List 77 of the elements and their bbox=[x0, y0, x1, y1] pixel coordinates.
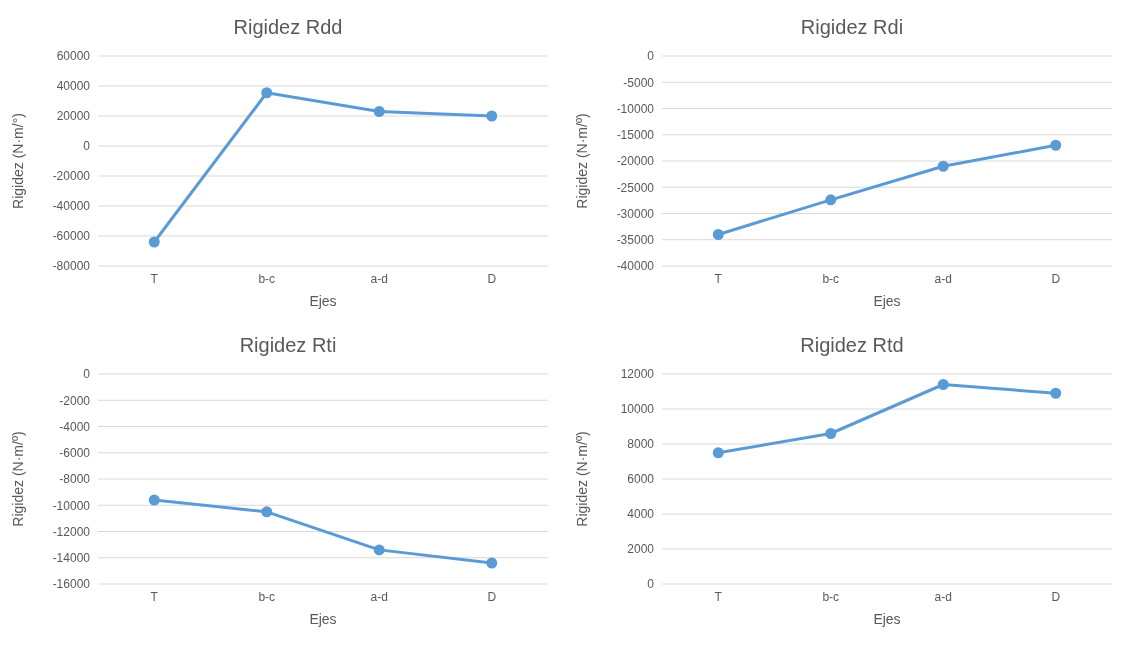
x-tick-label: a-d bbox=[370, 589, 388, 604]
y-tick-label: -40000 bbox=[52, 199, 91, 214]
x-tick-label: b-c bbox=[822, 589, 840, 604]
y-tick-label: -6000 bbox=[59, 446, 91, 461]
point bbox=[1050, 387, 1062, 399]
chart-title: Rigidez Rti bbox=[238, 333, 338, 358]
y-tick-label: 4000 bbox=[627, 507, 655, 522]
y-tick-label: -30000 bbox=[616, 206, 655, 221]
chart-title: Rigidez Rdi bbox=[799, 15, 905, 40]
y-tick-label: -20000 bbox=[616, 154, 655, 169]
point bbox=[712, 229, 724, 240]
y-tick-label: -25000 bbox=[616, 180, 655, 195]
y-tick-label: 8000 bbox=[627, 437, 655, 452]
y-tick-label: 40000 bbox=[56, 79, 91, 94]
x-axis-title: Ejes bbox=[309, 611, 337, 627]
y-tick-label: 6000 bbox=[627, 472, 655, 487]
y-axis-title: Rigidez (N·m/°) bbox=[9, 113, 26, 209]
x-axis-title: Ejes bbox=[873, 611, 901, 627]
x-tick-label: b-c bbox=[258, 589, 276, 604]
y-tick-label: 0 bbox=[647, 49, 655, 64]
y-tick-label: -14000 bbox=[52, 551, 91, 566]
point bbox=[937, 160, 949, 172]
x-tick-label: T bbox=[150, 589, 159, 604]
y-tick-label: -60000 bbox=[52, 229, 91, 244]
y-axis-title: Rigidez (N·m/º) bbox=[573, 113, 590, 209]
y-tick-label: -5000 bbox=[623, 75, 655, 90]
point bbox=[373, 106, 385, 117]
y-tick-label: -16000 bbox=[52, 577, 91, 592]
point bbox=[937, 379, 949, 390]
y-tick-label: 0 bbox=[83, 367, 91, 382]
y-tick-label: 0 bbox=[647, 577, 655, 592]
x-tick-label: a-d bbox=[934, 271, 952, 286]
x-tick-label: D bbox=[1051, 271, 1061, 286]
x-tick-label: D bbox=[487, 271, 497, 286]
y-axis-title: Rigidez (N·m/º) bbox=[9, 431, 26, 527]
x-tick-label: D bbox=[1051, 589, 1061, 604]
x-axis-title: Ejes bbox=[309, 293, 337, 309]
y-tick-label: -2000 bbox=[59, 393, 91, 408]
x-axis-title: Ejes bbox=[873, 293, 901, 309]
x-tick-label: b-c bbox=[822, 271, 840, 286]
x-tick-label: T bbox=[150, 271, 159, 286]
chart-title: Rigidez Rtd bbox=[799, 333, 905, 358]
x-tick-label: D bbox=[487, 589, 497, 604]
y-tick-label: -8000 bbox=[59, 472, 91, 487]
y-tick-label: 10000 bbox=[620, 402, 655, 417]
x-tick-label: a-d bbox=[934, 589, 952, 604]
x-tick-label: T bbox=[714, 589, 723, 604]
x-tick-label: T bbox=[714, 271, 723, 286]
y-tick-label: 20000 bbox=[56, 109, 91, 124]
y-tick-label: -35000 bbox=[616, 233, 655, 248]
y-tick-label: -12000 bbox=[52, 524, 91, 539]
x-tick-label: b-c bbox=[258, 271, 276, 286]
y-tick-label: -10000 bbox=[616, 101, 655, 116]
y-tick-label: -4000 bbox=[59, 419, 91, 434]
point bbox=[486, 557, 498, 569]
point bbox=[373, 544, 385, 556]
point bbox=[148, 236, 160, 248]
y-tick-label: 0 bbox=[83, 139, 91, 154]
y-axis-title: Rigidez (N·m/º) bbox=[573, 431, 590, 527]
point bbox=[712, 447, 724, 459]
point bbox=[825, 428, 837, 439]
point bbox=[825, 194, 837, 206]
chart-title: Rigidez Rdd bbox=[232, 15, 344, 40]
y-tick-label: 12000 bbox=[620, 367, 655, 382]
y-tick-label: -80000 bbox=[52, 259, 91, 274]
point bbox=[261, 87, 273, 99]
y-tick-label: 60000 bbox=[56, 49, 91, 64]
y-tick-label: -15000 bbox=[616, 128, 655, 143]
y-tick-label: -20000 bbox=[52, 169, 91, 184]
x-tick-label: a-d bbox=[370, 271, 388, 286]
point bbox=[148, 494, 160, 506]
y-tick-label: -40000 bbox=[616, 259, 655, 274]
point bbox=[261, 506, 273, 518]
y-tick-label: -10000 bbox=[52, 498, 91, 513]
point bbox=[1050, 139, 1062, 151]
point bbox=[486, 110, 498, 122]
y-tick-label: 2000 bbox=[627, 542, 655, 557]
